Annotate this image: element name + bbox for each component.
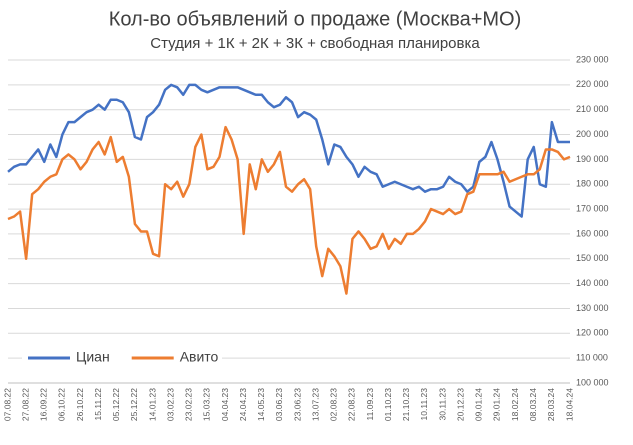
x-tick-label: 09.01.24: [474, 388, 484, 421]
x-tick-label: 20.12.23: [455, 388, 465, 421]
x-tick-label: 04.04.23: [220, 388, 230, 421]
x-tick-label: 05.12.22: [111, 388, 121, 421]
legend-label: Авито: [180, 349, 219, 365]
x-tick-label: 27.08.22: [20, 388, 30, 421]
chart-subtitle: Студия + 1К + 2К + 3К + свободная планир…: [150, 35, 480, 52]
y-tick-label: 150 000: [576, 253, 609, 263]
x-tick-label: 23.06.23: [292, 388, 302, 421]
y-tick-label: 140 000: [576, 278, 609, 288]
x-tick-label: 28.03.24: [546, 388, 556, 421]
x-tick-label: 14.05.23: [256, 388, 266, 421]
y-tick-label: 220 000: [576, 79, 609, 89]
x-tick-label: 03.02.23: [165, 388, 175, 421]
x-tick-label: 08.03.24: [528, 388, 538, 421]
x-tick-label: 03.06.23: [274, 388, 284, 421]
x-tick-label: 14.01.23: [147, 388, 157, 421]
x-tick-label: 06.10.22: [57, 388, 67, 421]
y-tick-label: 130 000: [576, 303, 609, 313]
x-tick-label: 10.11.23: [419, 388, 429, 421]
y-tick-label: 180 000: [576, 179, 609, 189]
x-tick-label: 21.10.23: [401, 388, 411, 421]
x-tick-label: 26.10.22: [75, 388, 85, 421]
line-series: [7, 83, 570, 218]
y-tick-label: 160 000: [576, 228, 609, 238]
x-tick-label: 24.04.23: [238, 388, 248, 421]
y-tick-label: 100 000: [576, 377, 609, 387]
x-tick-label: 07.08.22: [2, 388, 12, 421]
y-tick-label: 170 000: [576, 203, 609, 213]
x-tick-label: 30.11.23: [437, 388, 447, 421]
legend-label: Циан: [76, 349, 110, 365]
x-tick-label: 15.11.22: [93, 388, 103, 421]
y-tick-label: 230 000: [576, 54, 609, 64]
y-tick-label: 120 000: [576, 328, 609, 338]
x-tick-label: 23.02.23: [184, 388, 194, 421]
x-tick-label: 18.04.24: [564, 388, 574, 421]
x-tick-label: 22.08.23: [347, 388, 357, 421]
y-tick-label: 190 000: [576, 154, 609, 164]
x-tick-label: 16.09.22: [39, 388, 49, 421]
chart-title: Кол-во объявлений о продаже (Москва+МО): [109, 8, 522, 30]
x-tick-label: 15.03.23: [202, 388, 212, 421]
line-series: [7, 125, 571, 295]
x-tick-label: 25.12.22: [129, 388, 139, 421]
y-tick-label: 110 000: [576, 353, 608, 363]
x-tick-label: 13.07.23: [310, 388, 320, 421]
x-tick-label: 02.08.23: [329, 388, 339, 421]
y-tick-label: 210 000: [576, 104, 609, 114]
x-tick-label: 29.01.24: [492, 388, 502, 421]
y-tick-label: 200 000: [576, 129, 609, 139]
x-tick-label: 18.02.24: [510, 388, 520, 421]
x-tick-label: 01.10.23: [383, 388, 393, 421]
x-tick-label: 11.09.23: [365, 388, 375, 421]
